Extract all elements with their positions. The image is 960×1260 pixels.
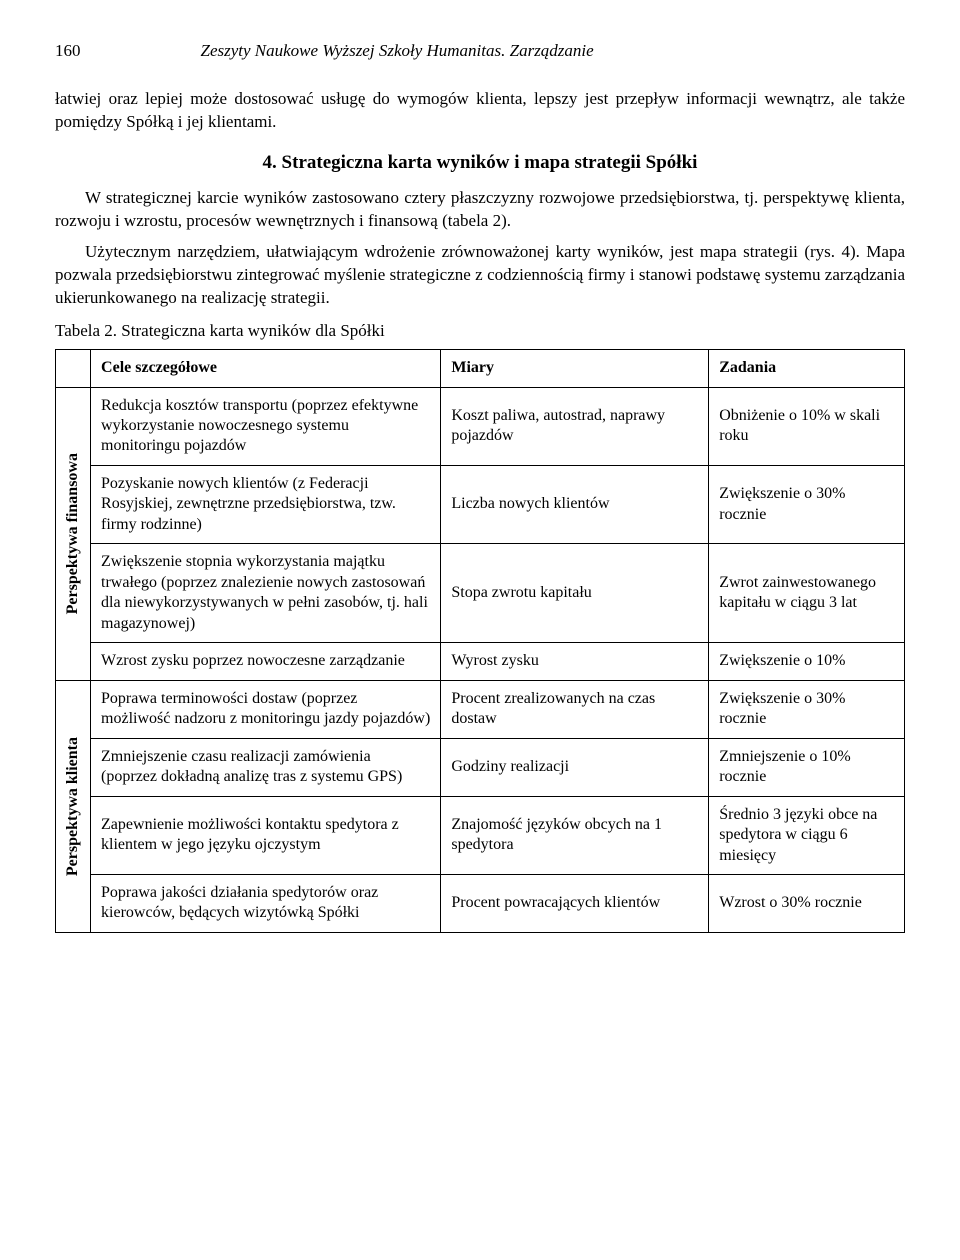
table-row: Zapewnienie możliwości kontaktu spedytor…	[56, 796, 905, 874]
body-paragraph-2: Użytecznym narzędziem, ułatwiającym wdro…	[55, 241, 905, 310]
cell-measure: Znajomość języków obcych na 1 spedytora	[441, 796, 709, 874]
cell-objective: Zapewnienie możliwości kontaktu spedytor…	[91, 796, 441, 874]
cell-measure: Wyrost zysku	[441, 643, 709, 680]
scorecard-table: Cele szczegółowe Miary Zadania Perspekty…	[55, 349, 905, 933]
table-header-objectives: Cele szczegółowe	[91, 350, 441, 387]
cell-objective: Poprawa terminowości dostaw (poprzez moż…	[91, 680, 441, 738]
page-number: 160	[55, 40, 81, 63]
table-row: Zwiększenie stopnia wykorzystania majątk…	[56, 544, 905, 643]
cell-objective: Wzrost zysku poprzez nowoczesne zarządza…	[91, 643, 441, 680]
body-paragraph-1: W strategicznej karcie wyników zastosowa…	[55, 187, 905, 233]
cell-task: Zwiększenie o 30% rocznie	[709, 680, 905, 738]
cell-measure: Koszt paliwa, autostrad, naprawy pojazdó…	[441, 387, 709, 465]
cell-objective: Poprawa jakości działania spedytorów ora…	[91, 874, 441, 932]
table-header-tasks: Zadania	[709, 350, 905, 387]
table-row: Poprawa jakości działania spedytorów ora…	[56, 874, 905, 932]
table-header-blank	[56, 350, 91, 387]
cell-task: Zwrot zainwestowanego kapitału w ciągu 3…	[709, 544, 905, 643]
cell-task: Zmniejszenie o 10% rocznie	[709, 738, 905, 796]
table-row: Pozyskanie nowych klientów (z Federacji …	[56, 465, 905, 543]
journal-title: Zeszyty Naukowe Wyższej Szkoły Humanitas…	[201, 40, 594, 63]
cell-measure: Stopa zwrotu kapitału	[441, 544, 709, 643]
table-row: Perspektywa finansowa Redukcja kosztów t…	[56, 387, 905, 465]
cell-objective: Zmniejszenie czasu realizacji zamówienia…	[91, 738, 441, 796]
cell-objective: Pozyskanie nowych klientów (z Federacji …	[91, 465, 441, 543]
group-label-text: Perspektywa klienta	[63, 737, 83, 876]
cell-measure: Procent zrealizowanych na czas dostaw	[441, 680, 709, 738]
cell-task: Obniżenie o 10% w skali roku	[709, 387, 905, 465]
group-label-text: Perspektywa finansowa	[63, 453, 83, 614]
cell-task: Średnio 3 języki obce na spedytora w cią…	[709, 796, 905, 874]
cell-measure: Procent powracających klientów	[441, 874, 709, 932]
cell-objective: Redukcja kosztów transportu (poprzez efe…	[91, 387, 441, 465]
cell-measure: Liczba nowych klientów	[441, 465, 709, 543]
table-row: Zmniejszenie czasu realizacji zamówienia…	[56, 738, 905, 796]
table-row: Wzrost zysku poprzez nowoczesne zarządza…	[56, 643, 905, 680]
cell-task: Zwiększenie o 10%	[709, 643, 905, 680]
cell-task: Wzrost o 30% rocznie	[709, 874, 905, 932]
cell-task: Zwiększenie o 30% rocznie	[709, 465, 905, 543]
table-row: Perspektywa klienta Poprawa terminowości…	[56, 680, 905, 738]
intro-tail-paragraph: łatwiej oraz lepiej może dostosować usłu…	[55, 88, 905, 134]
cell-measure: Godziny realizacji	[441, 738, 709, 796]
section-heading: 4. Strategiczna karta wyników i mapa str…	[55, 150, 905, 176]
table-caption: Tabela 2. Strategiczna karta wyników dla…	[55, 320, 905, 343]
page-header: 160 Zeszyty Naukowe Wyższej Szkoły Human…	[55, 40, 905, 63]
table-header-row: Cele szczegółowe Miary Zadania	[56, 350, 905, 387]
cell-objective: Zwiększenie stopnia wykorzystania majątk…	[91, 544, 441, 643]
group-label-financial: Perspektywa finansowa	[56, 387, 91, 680]
group-label-customer: Perspektywa klienta	[56, 680, 91, 932]
table-header-measures: Miary	[441, 350, 709, 387]
